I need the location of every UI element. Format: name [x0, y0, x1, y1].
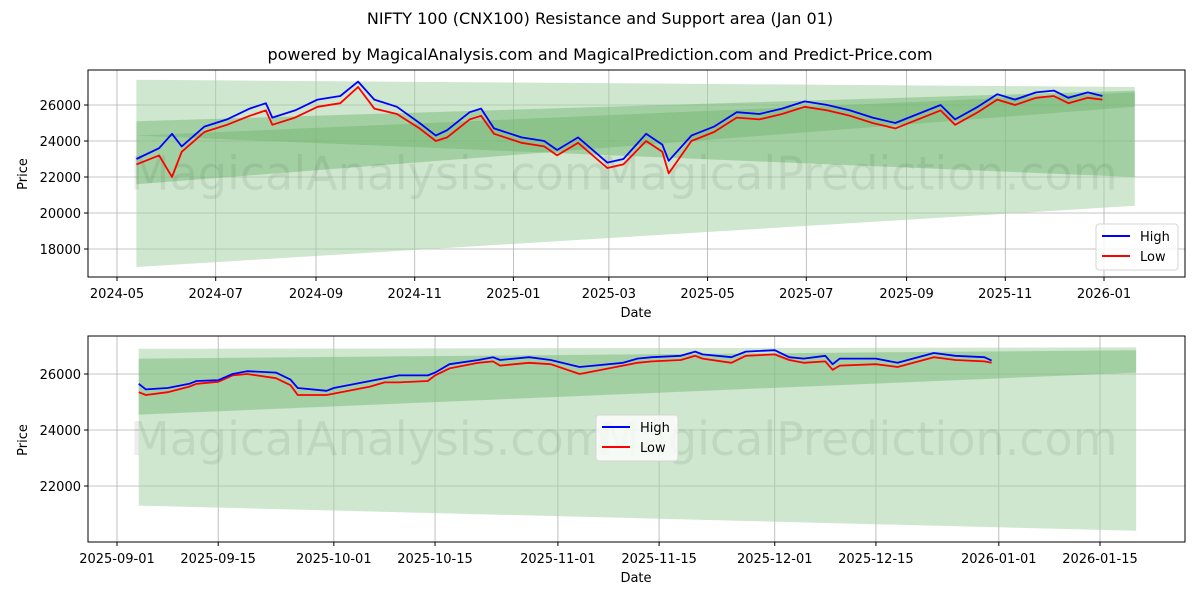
x-tick-label: 2025-11-01 [520, 552, 596, 567]
top-x-axis: 2024-05 2024-07 2024-09 2024-11 2025-01 2025-… [90, 277, 1131, 302]
bottom-legend: High Low [595, 414, 679, 462]
watermark-text: MagicalPrediction.com [600, 147, 1118, 201]
top-chart: MagicalAnalysis.comMagicalPrediction.com… [16, 69, 1186, 321]
x-tick-label: 2025-07 [779, 287, 833, 302]
x-tick-label: 2026-01-15 [1062, 552, 1138, 567]
legend-label-high: High [1140, 230, 1170, 245]
bottom-x-axis-label: Date [620, 571, 651, 586]
y-tick-label: 24000 [40, 424, 81, 439]
x-tick-label: 2025-12-01 [737, 552, 813, 567]
top-legend: High Low [1095, 223, 1179, 271]
bottom-x-axis: 2025-09-01 2025-09-15 2025-10-01 2025-10-15… [79, 542, 1138, 567]
legend-label-high: High [640, 421, 670, 436]
watermark-text: MagicalAnalysis.com [130, 412, 609, 466]
y-tick-label: 22000 [40, 171, 81, 186]
watermark-text: MagicalPrediction.com [600, 412, 1118, 466]
series-high-line [138, 349, 992, 392]
x-tick-label: 2024-09 [289, 287, 343, 302]
x-tick-label: 2025-10-01 [296, 552, 372, 567]
y-tick-label: 24000 [40, 135, 81, 150]
y-tick-label: 20000 [40, 207, 81, 222]
x-tick-label: 2025-05 [680, 287, 734, 302]
x-tick-label: 2024-05 [90, 287, 144, 302]
x-tick-label: 2025-11-15 [621, 552, 697, 567]
bottom-axes-frame [87, 335, 1186, 543]
y-tick-label: 18000 [40, 243, 81, 258]
x-tick-label: 2024-07 [189, 287, 243, 302]
y-tick-label: 22000 [40, 480, 81, 495]
x-tick-label: 2025-03 [582, 287, 636, 302]
series-low-line [138, 353, 992, 396]
top-axes-frame [87, 69, 1186, 278]
legend-label-low: Low [1140, 250, 1166, 265]
top-y-axis: 18000 20000 22000 24000 26000 [40, 99, 88, 258]
bottom-y-axis: 22000 24000 26000 [40, 368, 88, 495]
band-inner-1 [136, 90, 1135, 185]
x-tick-label: 2025-11 [978, 287, 1032, 302]
x-tick-label: 2026-01-01 [961, 552, 1037, 567]
x-tick-label: 2025-09 [879, 287, 933, 302]
x-tick-label: 2026-01 [1077, 287, 1131, 302]
legend-label-low: Low [640, 441, 666, 456]
y-tick-label: 26000 [40, 99, 81, 114]
band-inner-2 [136, 92, 1135, 177]
x-tick-label: 2025-12-15 [838, 552, 914, 567]
x-tick-label: 2025-09-15 [180, 552, 256, 567]
chart-title: NIFTY 100 (CNX100) Resistance and Suppor… [366, 9, 834, 28]
y-tick-label: 26000 [40, 368, 81, 383]
watermark-text: MagicalAnalysis.com [130, 147, 609, 201]
x-tick-label: 2025-01 [486, 287, 540, 302]
top-y-axis-label: Price [16, 158, 31, 190]
chart-subtitle: powered by MagicalAnalysis.com and Magic… [267, 45, 933, 64]
top-x-axis-label: Date [620, 306, 651, 321]
x-tick-label: 2024-11 [388, 287, 442, 302]
series-low-line [136, 86, 1103, 178]
bottom-lines [138, 349, 992, 396]
bottom-chart: MagicalAnalysis.comMagicalPrediction.com… [16, 335, 1186, 586]
top-lines [136, 80, 1103, 178]
x-tick-label: 2025-09-01 [79, 552, 155, 567]
bottom-y-axis-label: Price [16, 424, 31, 456]
series-high-line [136, 80, 1103, 164]
x-tick-label: 2025-10-15 [397, 552, 473, 567]
